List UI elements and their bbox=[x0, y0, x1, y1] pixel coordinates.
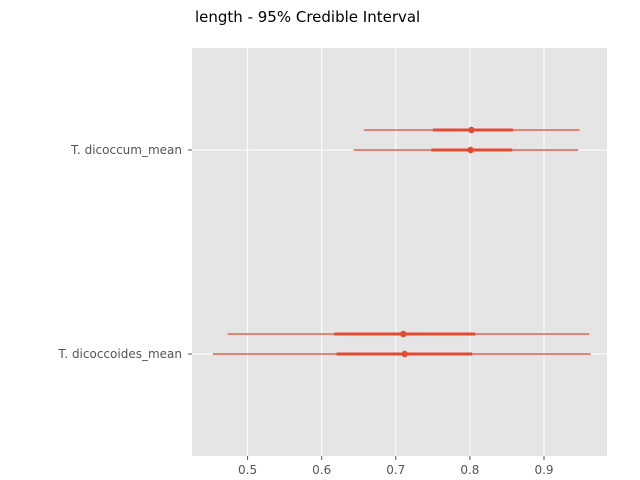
x-tick-label: 0.6 bbox=[312, 463, 331, 477]
median-point bbox=[400, 330, 407, 338]
median-point bbox=[468, 126, 475, 134]
chart-title: length - 95% Credible Interval bbox=[195, 8, 421, 26]
x-tick-label: 0.9 bbox=[534, 463, 553, 477]
x-tick-label: 0.7 bbox=[386, 463, 405, 477]
median-point bbox=[467, 146, 474, 154]
x-tick-label: 0.5 bbox=[238, 463, 257, 477]
y-tick-label: T. dicoccum_mean bbox=[70, 143, 182, 157]
x-tick-label: 0.8 bbox=[460, 463, 479, 477]
median-point bbox=[401, 350, 408, 358]
plot-background bbox=[192, 48, 607, 456]
y-tick-label: T. dicoccoides_mean bbox=[57, 347, 182, 361]
